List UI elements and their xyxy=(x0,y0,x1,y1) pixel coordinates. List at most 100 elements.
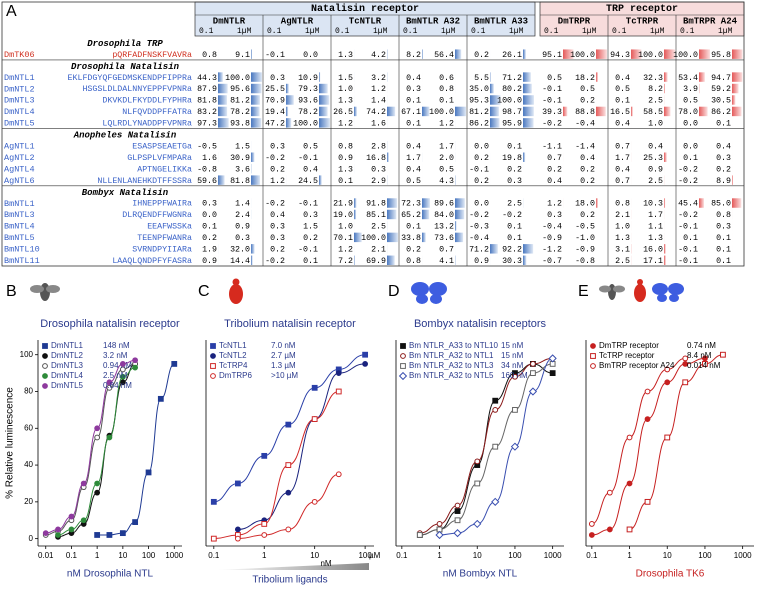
cell-value: -0.1 xyxy=(542,85,562,94)
x-tick-label: 10 xyxy=(663,551,672,560)
cell-value: -0.4 xyxy=(469,234,489,243)
cell-value: 0.1 xyxy=(615,97,630,106)
cell-value: 0.5 xyxy=(683,97,698,106)
data-point xyxy=(157,395,164,402)
cell-value: 16.0 xyxy=(643,246,663,255)
legend-marker xyxy=(590,343,596,349)
cell-bar xyxy=(490,95,501,105)
data-point xyxy=(682,355,689,362)
x-tick-label: 100 xyxy=(508,551,522,560)
x-tick-label: 0.1 xyxy=(586,551,598,560)
cell-value: 35.0 xyxy=(469,85,489,94)
legend-marker xyxy=(590,363,596,369)
cell-value: 98.7 xyxy=(502,108,522,117)
cell-value: -0.8 xyxy=(197,165,217,174)
cell-bar xyxy=(664,255,666,265)
cell-bar xyxy=(422,49,423,59)
x-tick-label: 0.1 xyxy=(208,551,220,560)
cell-value: 1.3 xyxy=(338,97,353,106)
data-point xyxy=(702,355,708,362)
legend-ec50: 34 nM xyxy=(501,361,524,370)
dose-label: 0.1 xyxy=(335,27,350,36)
cell-bar xyxy=(699,72,705,82)
row-sequence: EKLFDGYQFGEDMSKENDPFIPPRa xyxy=(68,74,192,83)
data-point xyxy=(335,471,342,478)
response-curve xyxy=(591,357,686,525)
cell-value: 0.2 xyxy=(270,165,285,174)
cell-bar xyxy=(523,118,534,128)
cell-value: 0.3 xyxy=(270,223,285,232)
cell-value: 95.6 xyxy=(230,85,250,94)
cell-value: 0.2 xyxy=(716,165,731,174)
cell-value: 0.1 xyxy=(507,234,522,243)
legend-ec50: 0.94 nM xyxy=(103,361,132,370)
row-sequence: EEAFWSSKa xyxy=(147,223,192,232)
data-point xyxy=(644,416,651,422)
cell-value: 95.9 xyxy=(502,120,522,129)
cell-bar xyxy=(523,106,534,117)
cell-value: 16.8 xyxy=(366,154,386,163)
cell-bar xyxy=(354,232,362,243)
cell-value: 0.0 xyxy=(683,120,698,129)
cell-value: 0.4 xyxy=(615,165,630,174)
data-point xyxy=(311,384,318,391)
cell-value: 5.5 xyxy=(474,74,489,83)
cell-value: 95.3 xyxy=(469,97,489,106)
cell-value: 100.0 xyxy=(638,51,663,60)
cell-bar xyxy=(251,49,253,59)
cell-value: 0.4 xyxy=(270,211,285,220)
row-sequence: LAAQLQNDPFYFASRa xyxy=(112,257,192,266)
cell-value: 1.4 xyxy=(235,200,250,209)
cell-bar xyxy=(319,95,330,105)
panel-label: E xyxy=(578,283,589,300)
cell-value: 4.1 xyxy=(439,257,454,266)
cell-value: -0.8 xyxy=(575,257,595,266)
cell-value: 97.3 xyxy=(197,120,217,129)
row-name: BmNTL5 xyxy=(4,233,35,243)
cell-value: 0.7 xyxy=(615,177,630,186)
cell-value: 21.9 xyxy=(333,200,353,209)
cell-value: 0.1 xyxy=(716,257,731,266)
cell-value: 0.0 xyxy=(303,51,318,60)
row-sequence: IHNEPPFWAIRa xyxy=(132,200,192,209)
cell-value: 3.2 xyxy=(371,74,386,83)
x-tick-label: 1 xyxy=(262,551,267,560)
cell-bar xyxy=(354,198,357,208)
cell-value: 0.9 xyxy=(235,223,250,232)
row-name: DmNTL5 xyxy=(4,119,35,129)
cell-bar xyxy=(319,175,322,185)
cell-bar xyxy=(596,72,599,82)
cell-value: 100.0 xyxy=(570,51,595,60)
cell-value: 0.2 xyxy=(202,234,217,243)
dose-label: 1µM xyxy=(582,27,597,36)
legend-ec50: 148 nM xyxy=(103,341,130,350)
cell-value: 2.5 xyxy=(371,223,386,232)
cell-value: 0.2 xyxy=(270,246,285,255)
cell-value: 94.7 xyxy=(711,74,731,83)
dose-label: 1µM xyxy=(237,27,252,36)
cell-value: 8.2 xyxy=(406,51,421,60)
column-header: BmNTLR A32 xyxy=(406,16,460,26)
cell-bar xyxy=(319,106,328,117)
cell-bar xyxy=(490,244,498,254)
data-point xyxy=(210,535,217,542)
cell-value: 0.2 xyxy=(507,165,522,174)
response-curve xyxy=(419,357,553,534)
cell-value: 95.1 xyxy=(542,51,562,60)
cell-value: 72.3 xyxy=(401,200,421,209)
cell-value: -0.1 xyxy=(265,51,285,60)
x-tick-label: 10 xyxy=(118,551,127,560)
legend-ec50: >10 µM xyxy=(271,371,298,380)
legend-marker xyxy=(210,343,216,349)
legend-ec50: 15 nM xyxy=(501,351,524,360)
cell-bar xyxy=(218,95,227,105)
row-name: AgNTL4 xyxy=(4,164,35,174)
row-name: AgNTL2 xyxy=(4,153,35,163)
cell-value: 0.3 xyxy=(270,142,285,151)
cell-value: 0.1 xyxy=(202,223,217,232)
data-point xyxy=(474,480,481,487)
dose-label: 0.1 xyxy=(199,27,214,36)
dose-label: 0.1 xyxy=(471,27,486,36)
cell-value: 0.3 xyxy=(202,200,217,209)
cell-value: 2.8 xyxy=(371,142,386,151)
